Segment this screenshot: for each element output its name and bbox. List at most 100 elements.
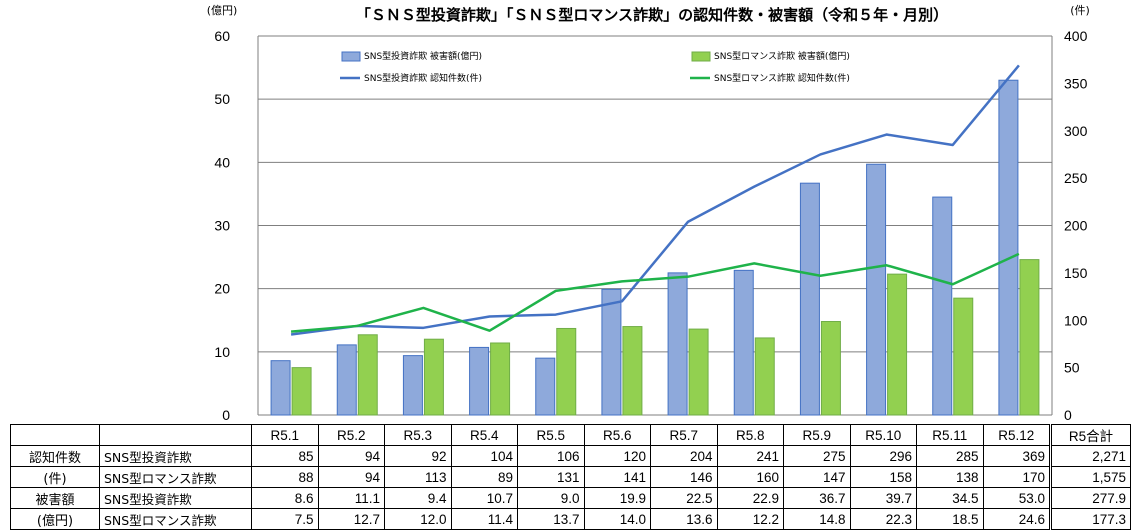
series-line xyxy=(290,64,1020,336)
y-right-tick-label: 400 xyxy=(1064,28,1088,44)
table-total-cell: 277.9 xyxy=(1049,487,1131,509)
axis-ticks: 0 10 20 30 40 50 60 0 50 100 150 200 250 300 350 400 xyxy=(214,28,1087,423)
bar xyxy=(754,337,775,416)
bar xyxy=(291,367,312,416)
table-cell: 19.9 xyxy=(583,487,651,509)
table-cell: 369 xyxy=(982,445,1051,467)
table-cell: 275 xyxy=(783,445,851,467)
table-total-cell: 1,575 xyxy=(1049,466,1131,488)
y-right-tick-label: 250 xyxy=(1064,170,1088,186)
group-unit: (億円) xyxy=(10,508,100,530)
table-row: 被害額 SNS型投資詐欺 8.6 11.1 9.4 10.7 9.0 19.9 22.5 22.9… xyxy=(10,487,1131,509)
row-label: SNS型投資詐欺 xyxy=(99,487,252,509)
legend-label: SNS型ロマンス詐欺 認知件数(件) xyxy=(714,72,850,84)
table-cell: 92 xyxy=(384,445,452,467)
table-cell: 7.5 xyxy=(251,508,319,530)
y-right-tick-label: 150 xyxy=(1064,265,1088,281)
bar xyxy=(733,269,754,416)
table-cell: 10.7 xyxy=(450,487,518,509)
table-month-header: R5.1 xyxy=(251,424,319,446)
table-cell: 13.7 xyxy=(517,508,585,530)
chart: 「ＳＮＳ型投資詐欺」「ＳＮＳ型ロマンス詐欺」の認知件数・被害額（令和５年・月別）… xyxy=(207,4,1090,423)
table-total-header: R5合計 xyxy=(1049,424,1131,446)
table-cell: 113 xyxy=(384,466,452,488)
legend-label: SNS型ロマンス詐欺 被害額(億円) xyxy=(714,50,850,62)
y-right-tick-label: 300 xyxy=(1064,123,1088,139)
legend: SNS型投資詐欺 被害額(億円) SNS型ロマンス詐欺 被害額(億円) SNS型投資… xyxy=(340,50,850,84)
table-cell: 22.3 xyxy=(849,508,917,530)
y-right-tick-label: 50 xyxy=(1064,360,1080,376)
gridlines xyxy=(257,35,1053,416)
y-left-tick-label: 60 xyxy=(214,28,230,44)
table-cell: 22.9 xyxy=(716,487,784,509)
chart-title: 「ＳＮＳ型投資詐欺」「ＳＮＳ型ロマンス詐欺」の認知件数・被害額（令和５年・月別） xyxy=(356,6,948,24)
bar xyxy=(688,328,709,416)
table-cell: 8.6 xyxy=(251,487,319,509)
bar xyxy=(469,346,490,416)
table-cell: 14.0 xyxy=(583,508,651,530)
table-cell: 22.5 xyxy=(650,487,718,509)
bar xyxy=(866,163,887,416)
bar xyxy=(953,297,974,416)
legend-label: SNS型投資詐欺 認知件数(件) xyxy=(364,72,482,84)
table-cell: 11.4 xyxy=(450,508,518,530)
table-month-header: R5.4 xyxy=(450,424,518,446)
bar xyxy=(998,79,1019,416)
y-right-tick-label: 200 xyxy=(1064,218,1088,234)
y-left-tick-label: 0 xyxy=(222,407,230,423)
table-cell: 160 xyxy=(716,466,784,488)
table-row: (億円) SNS型ロマンス詐欺 7.5 12.7 12.0 11.4 13.7 14.0 13.… xyxy=(10,508,1131,530)
table-cell: 53.0 xyxy=(982,487,1051,509)
table-total-cell: 2,271 xyxy=(1049,445,1131,467)
bar xyxy=(799,182,820,416)
table-cell: 296 xyxy=(849,445,917,467)
group-label: 被害額 xyxy=(10,487,100,509)
y-left-tick-label: 30 xyxy=(214,218,230,234)
legend-label: SNS型投資詐欺 被害額(億円) xyxy=(364,50,482,62)
table-cell: 12.7 xyxy=(317,508,385,530)
bar xyxy=(423,338,444,416)
lines xyxy=(290,64,1020,336)
group-unit: (件) xyxy=(10,466,100,488)
table-row: (件) SNS型ロマンス詐欺 88 94 113 89 131 141 146 160 147 158… xyxy=(10,466,1131,488)
table-corner xyxy=(99,424,252,446)
table-cell: 9.0 xyxy=(517,487,585,509)
table-month-header: R5.2 xyxy=(317,424,385,446)
table-cell: 9.4 xyxy=(384,487,452,509)
table-cell: 88 xyxy=(251,466,319,488)
table-cell: 18.5 xyxy=(916,508,984,530)
table-cell: 12.2 xyxy=(716,508,784,530)
table-cell: 85 xyxy=(251,445,319,467)
table-cell: 147 xyxy=(783,466,851,488)
bars xyxy=(270,79,1040,416)
table-cell: 204 xyxy=(650,445,718,467)
y-right-tick-label: 100 xyxy=(1064,312,1088,328)
table-month-header: R5.6 xyxy=(583,424,651,446)
table-month-header: R5.11 xyxy=(916,424,984,446)
table-cell: 170 xyxy=(982,466,1051,488)
bar xyxy=(667,272,688,416)
legend-swatch xyxy=(691,51,711,62)
table-cell: 89 xyxy=(450,466,518,488)
bar xyxy=(1019,259,1040,416)
bar xyxy=(270,360,291,416)
table-month-header: R5.9 xyxy=(783,424,851,446)
table-row: 認知件数 SNS型投資詐欺 85 94 92 104 106 120 204 241 275 296 2… xyxy=(10,445,1131,467)
table-month-header: R5.8 xyxy=(716,424,784,446)
table-cell: 94 xyxy=(317,445,385,467)
bar xyxy=(402,355,423,416)
row-label: SNS型ロマンス詐欺 xyxy=(99,466,252,488)
right-axis-unit: (件) xyxy=(1070,4,1090,17)
table-header-row: R5.1 R5.2 R5.3 R5.4 R5.5 R5.6 R5.7 R5.8 R5.9 R5.1… xyxy=(10,424,1131,446)
table-month-header: R5.7 xyxy=(650,424,718,446)
table-month-header: R5.5 xyxy=(517,424,585,446)
row-label: SNS型ロマンス詐欺 xyxy=(99,508,252,530)
table-cell: 94 xyxy=(317,466,385,488)
bar xyxy=(336,344,357,416)
table-cell: 36.7 xyxy=(783,487,851,509)
bar xyxy=(556,327,577,416)
y-right-tick-label: 350 xyxy=(1064,75,1088,91)
bar xyxy=(601,288,622,416)
table-cell: 14.8 xyxy=(783,508,851,530)
table-month-header: R5.10 xyxy=(849,424,917,446)
